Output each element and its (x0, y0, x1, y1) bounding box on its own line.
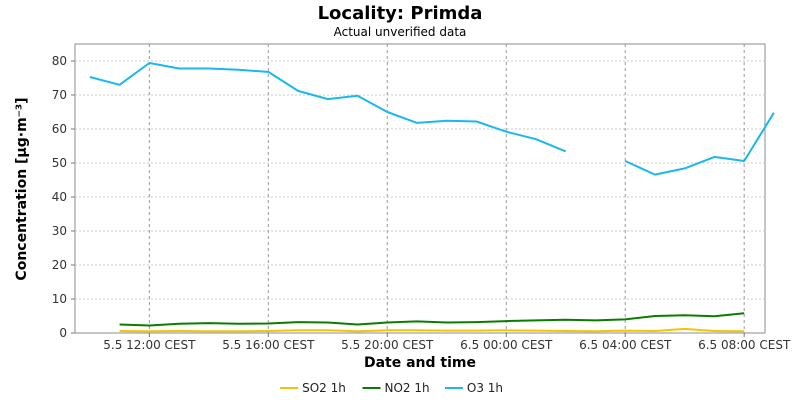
chart-title: Locality: Primda (318, 3, 483, 24)
legend-label: NO2 1h (385, 381, 430, 395)
x-tick-label: 6.5 04:00 CEST (579, 338, 672, 352)
x-axis-title: Date and time (364, 355, 476, 371)
legend-label: SO2 1h (302, 381, 346, 395)
y-tick-label: 50 (52, 156, 67, 170)
y-tick-label: 70 (52, 88, 67, 102)
x-axis-ticks: 5.5 12:00 CEST 5.5 16:00 CEST 5.5 20:00 CE… (103, 333, 791, 352)
y-tick-label: 30 (52, 224, 67, 238)
series-0 (119, 327, 745, 333)
series-line (624, 112, 775, 176)
legend-item: O3 1h (444, 381, 503, 395)
y-tick-label: 20 (52, 258, 67, 272)
series-2 (89, 62, 775, 176)
x-tick-label: 6.5 08:00 CEST (698, 338, 791, 352)
y-tick-label: 0 (59, 326, 67, 340)
gridlines (75, 44, 765, 333)
series-lines (89, 62, 775, 333)
legend: SO2 1h NO2 1h O3 1h (280, 381, 503, 395)
chart-subtitle: Actual unverified data (334, 25, 467, 39)
x-tick-label: 5.5 12:00 CEST (103, 338, 196, 352)
legend-item: SO2 1h (280, 381, 346, 395)
y-axis-title: Concentration [µg·m⁻³] (14, 97, 30, 280)
series-line (89, 62, 567, 153)
y-tick-label: 80 (52, 54, 67, 68)
series-1 (119, 312, 745, 327)
y-axis-ticks: 0 10 20 30 40 50 60 70 80 (52, 54, 75, 340)
y-tick-label: 40 (52, 190, 67, 204)
legend-label: O3 1h (467, 381, 503, 395)
x-tick-label: 6.5 00:00 CEST (460, 338, 553, 352)
y-tick-label: 10 (52, 292, 67, 306)
x-tick-label: 5.5 16:00 CEST (222, 338, 315, 352)
plot-area (74, 43, 766, 334)
y-tick-label: 60 (52, 122, 67, 136)
x-tick-label: 5.5 20:00 CEST (341, 338, 434, 352)
legend-item: NO2 1h (362, 381, 430, 395)
series-line (119, 312, 745, 327)
series-line (119, 327, 745, 333)
